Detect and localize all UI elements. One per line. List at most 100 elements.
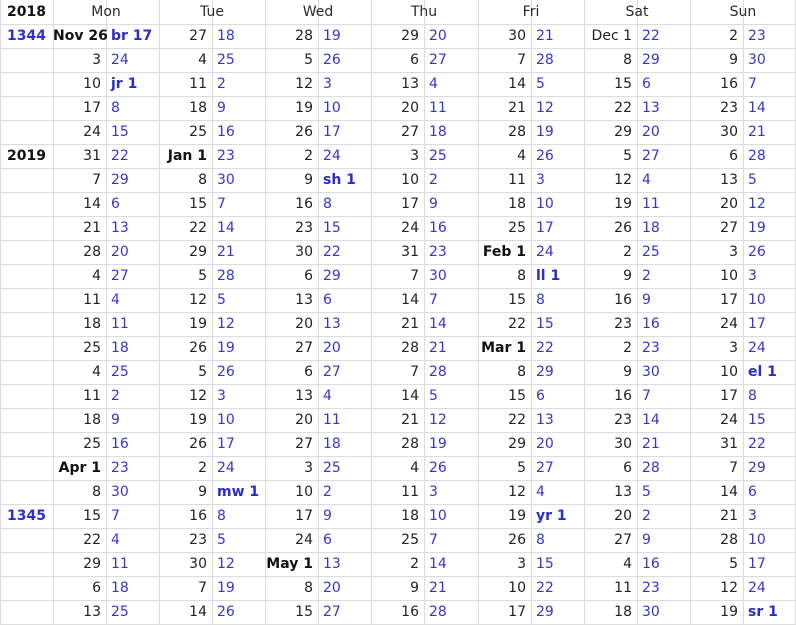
islamic-date: 16 [111,436,129,452]
gregorian-date: Jan 1 [167,148,207,164]
islamic-year-label: 1344 [7,28,46,44]
islamic-date: 14 [217,220,235,236]
gregorian-date: 6 [410,52,419,68]
grid-hline [0,456,796,457]
gregorian-date: 27 [401,124,419,140]
islamic-date: 28 [429,364,447,380]
gregorian-date: 11 [83,388,101,404]
gregorian-date: 2 [198,460,207,476]
gregorian-date: 24 [720,316,738,332]
islamic-date: 30 [429,268,447,284]
gregorian-date: 26 [189,436,207,452]
gregorian-date: 28 [508,124,526,140]
islamic-date: 13 [323,556,341,572]
day-header-fri: Fri [522,4,540,20]
islamic-date: 4 [536,484,545,500]
gregorian-date: 12 [295,76,313,92]
day-header-sat: Sat [625,4,649,20]
gregorian-date: 17 [401,196,419,212]
gregorian-date: 7 [517,52,526,68]
gregorian-date: 15 [508,292,526,308]
gregorian-date: 17 [295,508,313,524]
islamic-date: sr 1 [748,604,778,620]
grid-hline [0,192,796,193]
gregorian-date: 9 [198,484,207,500]
islamic-date: 15 [536,316,554,332]
gregorian-date: 4 [517,148,526,164]
islamic-date: jr 1 [111,76,138,92]
islamic-date: 21 [217,244,235,260]
islamic-date: 6 [536,388,545,404]
gregorian-date: 17 [720,292,738,308]
gregorian-date: Feb 1 [482,244,526,260]
islamic-date: 15 [748,412,766,428]
islamic-date: 21 [429,580,447,596]
gregorian-date: 3 [729,340,738,356]
gregorian-date: 2 [410,556,419,572]
gregorian-date: 11 [614,580,632,596]
islamic-date: 21 [536,28,554,44]
gregorian-date: 13 [401,76,419,92]
gregorian-date: 2 [729,28,738,44]
islamic-date: 27 [111,268,129,284]
gregorian-date: 14 [401,388,419,404]
grid-hline [0,528,796,529]
gregorian-date: 13 [295,292,313,308]
grid-hline [0,168,796,169]
gregorian-date: 15 [189,196,207,212]
islamic-date: 21 [429,340,447,356]
islamic-date: 12 [536,100,554,116]
islamic-date: 24 [536,244,554,260]
islamic-date: 10 [536,196,554,212]
gregorian-date: 22 [83,532,101,548]
gregorian-date: 12 [508,484,526,500]
islamic-date: 20 [323,340,341,356]
islamic-date: 5 [642,484,651,500]
islamic-date: 30 [217,172,235,188]
gregorian-date: 23 [295,220,313,236]
gregorian-date: 7 [92,172,101,188]
islamic-date: 26 [429,460,447,476]
islamic-date: 5 [429,388,438,404]
islamic-date: 26 [536,148,554,164]
islamic-date: 18 [111,340,129,356]
gregorian-date: Nov 26 [53,28,108,44]
islamic-date: 11 [111,556,129,572]
islamic-date: 25 [111,604,129,620]
gregorian-date: 24 [83,124,101,140]
islamic-date: 27 [536,460,554,476]
islamic-date: 18 [429,124,447,140]
grid-hline [0,144,796,145]
gregorian-date: 9 [623,364,632,380]
islamic-date: 28 [642,460,660,476]
islamic-date: 11 [323,412,341,428]
islamic-date: 19 [536,124,554,140]
gregorian-date: 19 [614,196,632,212]
gregorian-date: 21 [401,412,419,428]
gregorian-date: 13 [83,604,101,620]
islamic-date: 21 [748,124,766,140]
gregorian-date: 10 [83,76,101,92]
gregorian-date: 28 [295,28,313,44]
islamic-date: 22 [536,580,554,596]
gregorian-date: 18 [508,196,526,212]
islamic-date: 7 [111,508,120,524]
gregorian-date: 20 [295,412,313,428]
gregorian-date: 16 [401,604,419,620]
gregorian-date: 19 [295,100,313,116]
islamic-date: 17 [536,220,554,236]
gregorian-date: 5 [304,52,313,68]
gregorian-date: 5 [198,268,207,284]
gregorian-date: 19 [189,316,207,332]
gregorian-date: 4 [623,556,632,572]
gregorian-date: 21 [401,316,419,332]
gregorian-date: 23 [720,100,738,116]
islamic-date: 3 [429,484,438,500]
islamic-date: 20 [536,436,554,452]
grid-hline [0,408,796,409]
islamic-date: 19 [748,220,766,236]
gregorian-date: 26 [614,220,632,236]
gregorian-date: 8 [92,484,101,500]
islamic-date: 6 [642,76,651,92]
